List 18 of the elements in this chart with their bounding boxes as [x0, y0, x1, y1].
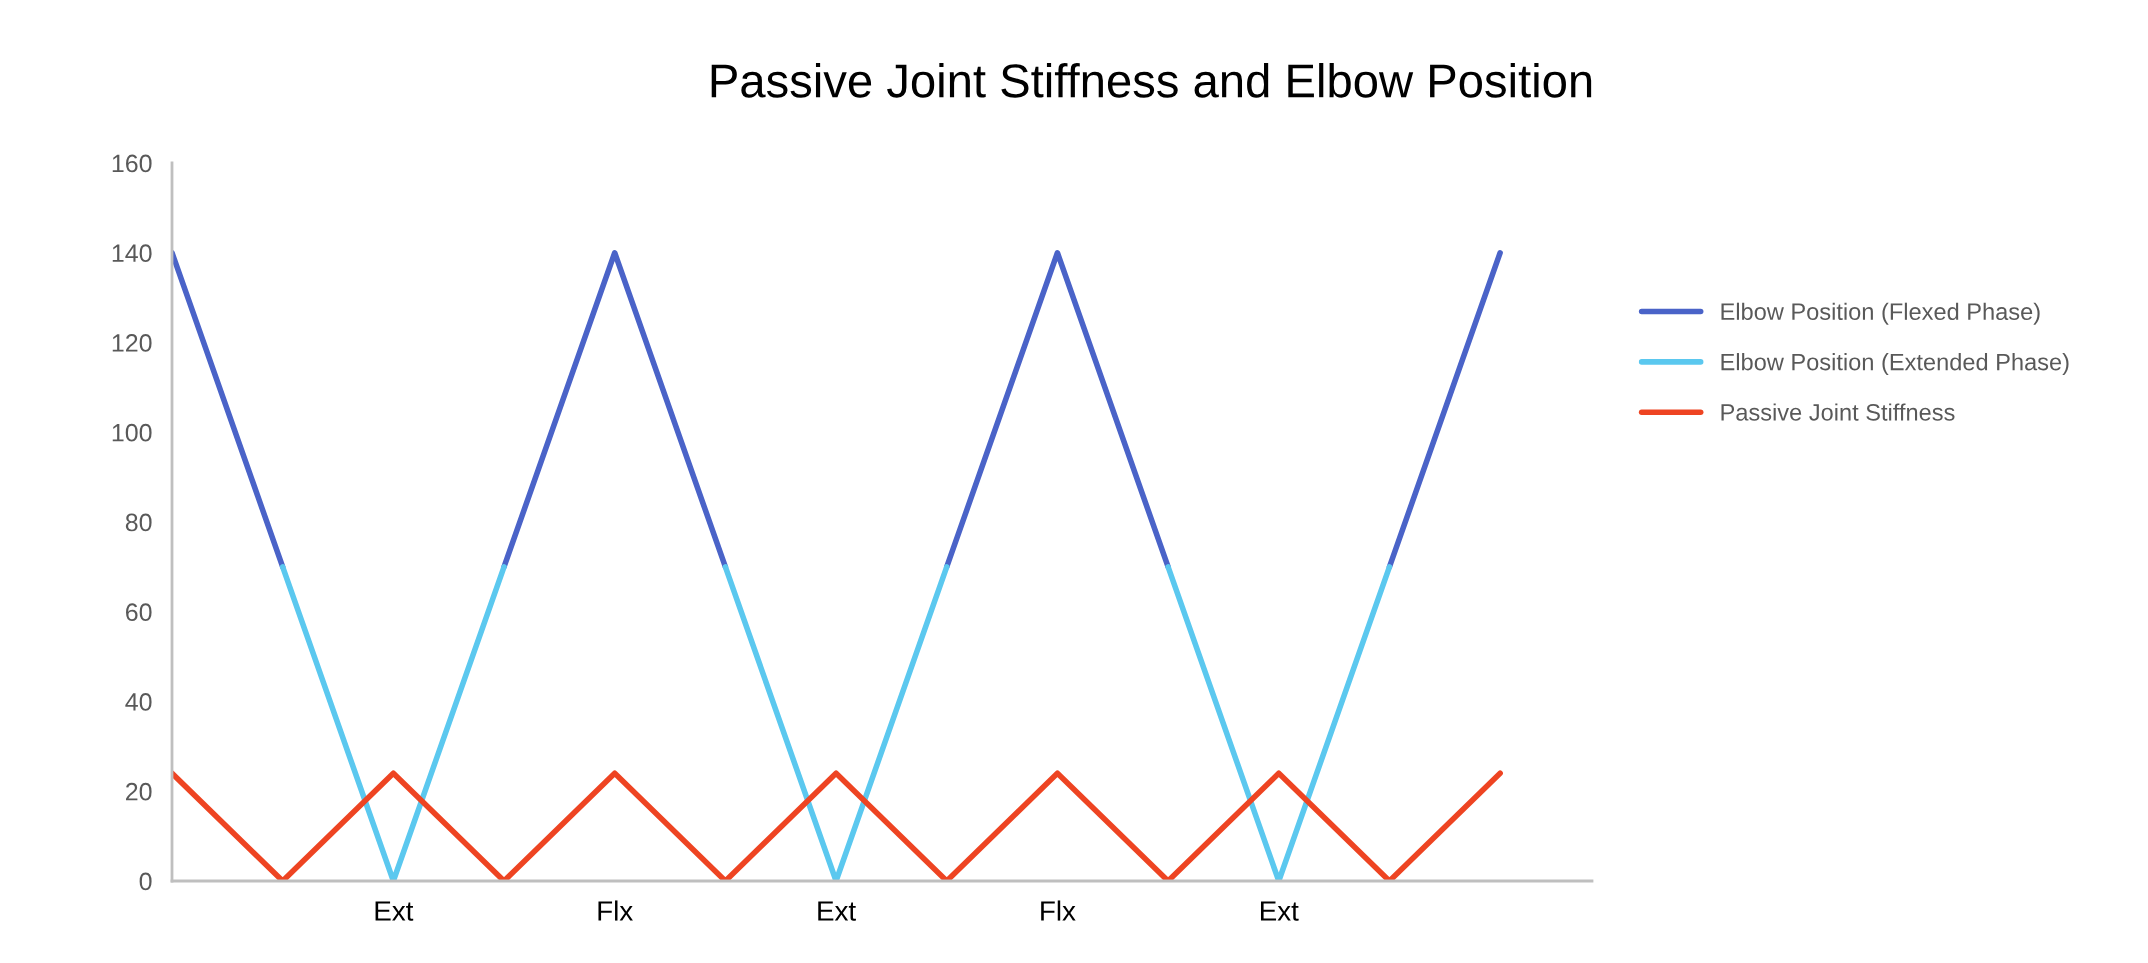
y-tick-label: 40: [125, 693, 152, 711]
x-tick-label: Ext: [818, 901, 856, 921]
y-tick-label: 0: [139, 872, 152, 891]
x-tick-label: Flx: [598, 900, 633, 921]
x-tick-label: Flx: [1041, 900, 1076, 921]
legend-label: Elbow Position (Flexed Phase): [1721, 302, 2040, 325]
y-tick-label: 140: [112, 244, 152, 263]
legend-label: Passive Joint Stiffness: [1721, 403, 1955, 421]
x-tick-label: Ext: [1260, 901, 1299, 921]
y-tick-label: 160: [112, 154, 152, 173]
x-tick-label: Ext: [375, 901, 414, 921]
y-tick-label: 80: [125, 513, 152, 532]
y-tick-label: 100: [112, 423, 152, 442]
y-tick-label: 20: [126, 782, 152, 801]
legend-label: Elbow Position (Extended Phase): [1721, 353, 2069, 376]
y-tick-label: 120: [112, 334, 152, 352]
chart-title: Passive Joint Stiffness and Elbow Position: [711, 62, 1592, 98]
y-tick-label: 60: [126, 603, 152, 622]
